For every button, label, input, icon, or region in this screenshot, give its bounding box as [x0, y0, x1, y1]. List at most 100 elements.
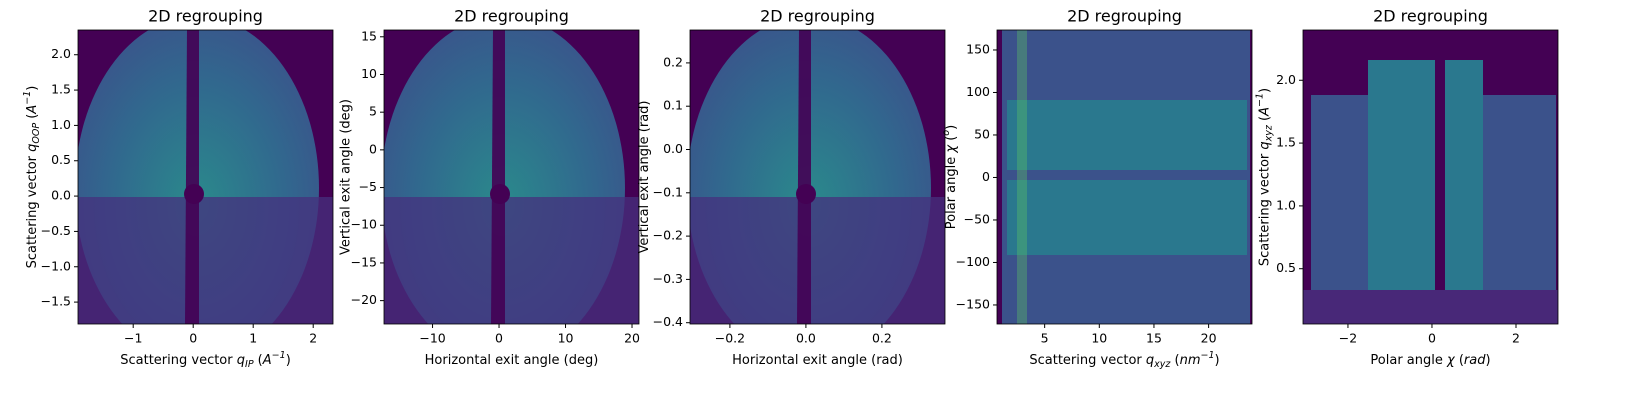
image-region	[490, 184, 510, 204]
label-part: xyz	[1153, 359, 1171, 370]
image-region	[491, 30, 505, 324]
y-tick-label: 0	[982, 169, 990, 184]
label-part: (	[1170, 353, 1179, 368]
label-part: xyz	[1263, 124, 1274, 142]
label-part: )	[1215, 353, 1220, 368]
y-tick-label: −150	[956, 296, 990, 311]
x-tick-label: 5	[1041, 331, 1049, 346]
y-tick-label: 5	[369, 104, 377, 119]
y-tick-label: 1.5	[1276, 135, 1296, 150]
x-axis-label: Horizontal exit angle (rad)	[732, 353, 903, 368]
label-part: rad	[1464, 353, 1486, 368]
y-tick-label: −15	[351, 254, 377, 269]
label-part: (	[25, 114, 40, 123]
label-part: −1	[272, 350, 286, 361]
x-tick-label: −1	[124, 331, 142, 346]
image-region	[78, 197, 333, 324]
x-tick-label: 20	[624, 331, 640, 346]
y-tick-label: −0.4	[653, 314, 683, 329]
label-part: Horizontal exit angle (deg)	[425, 353, 599, 368]
label-part: Horizontal exit angle (rad)	[732, 353, 903, 368]
x-axis-label: Scattering vector qIP (A−1)	[120, 350, 291, 370]
y-tick-label: −100	[956, 254, 990, 269]
image-region	[796, 184, 816, 204]
image-region	[690, 197, 945, 324]
label-part: nm	[1180, 353, 1201, 368]
x-tick-label: 1	[249, 331, 257, 346]
y-tick-label: −20	[351, 292, 377, 307]
label-part: −1	[1254, 93, 1265, 107]
label-part: )	[25, 86, 40, 91]
image-region	[1435, 30, 1445, 324]
x-tick-label: 2	[1512, 331, 1520, 346]
x-tick-label: 10	[558, 331, 574, 346]
image	[690, 30, 945, 324]
y-tick-label: 150	[966, 41, 990, 56]
y-tick-label: 0.0	[51, 188, 71, 203]
label-part: χ	[944, 144, 959, 154]
panel-title: 2D regrouping	[454, 7, 569, 26]
image-region	[1017, 30, 1027, 324]
label-part: (	[1455, 353, 1464, 368]
label-part: Scattering vector	[1029, 353, 1146, 368]
image-region	[797, 30, 811, 324]
label-part: Scattering vector	[25, 152, 40, 269]
label-part: (	[1257, 116, 1272, 125]
label-part: −1	[1201, 350, 1215, 361]
image-region	[185, 30, 199, 324]
label-part: q	[1257, 141, 1272, 149]
image-region	[384, 197, 639, 324]
x-tick-label: 2	[309, 331, 317, 346]
y-tick-label: −50	[964, 211, 990, 226]
label-part: A	[1257, 107, 1272, 117]
image-region	[1368, 60, 1483, 324]
x-tick-label: 10	[1091, 331, 1107, 346]
y-tick-label: −10	[351, 217, 377, 232]
x-tick-label: −2	[1339, 331, 1357, 346]
panel-title: 2D regrouping	[1067, 7, 1182, 26]
label-part: A	[25, 105, 40, 115]
x-axis-label: Scattering vector qxyz (nm−1)	[1029, 350, 1219, 370]
image	[78, 30, 333, 324]
y-axis-label: Vertical exit angle (rad)	[637, 100, 652, 253]
y-tick-label: 1.0	[1276, 197, 1296, 212]
image-region	[1002, 30, 1250, 324]
y-tick-label: −1.5	[41, 294, 71, 309]
label-part: Polar angle	[1370, 353, 1447, 368]
label-part: q	[1146, 353, 1154, 368]
label-part: )	[944, 125, 959, 130]
x-axis-label: Horizontal exit angle (deg)	[425, 353, 599, 368]
label-part: (	[254, 353, 263, 368]
x-tick-label: 0	[495, 331, 503, 346]
y-tick-label: 1.0	[51, 117, 71, 132]
x-tick-label: 0	[1428, 331, 1436, 346]
label-part: OOP	[31, 123, 42, 144]
y-tick-label: 10	[361, 66, 377, 81]
label-part: A	[262, 353, 272, 368]
image	[1303, 30, 1558, 324]
y-tick-label: 0	[369, 141, 377, 156]
y-tick-label: 100	[966, 84, 990, 99]
label-part: q	[237, 353, 245, 368]
x-tick-label: 15	[1146, 331, 1162, 346]
y-tick-label: −0.3	[653, 271, 683, 286]
axes-frame	[77, 29, 334, 325]
y-tick-label: 0.2	[663, 54, 683, 69]
image-region	[184, 184, 204, 204]
x-tick-label: −10	[419, 331, 445, 346]
panel-title: 2D regrouping	[1373, 7, 1488, 26]
image	[384, 30, 639, 324]
label-part: )	[1257, 88, 1272, 93]
label-part: o	[941, 130, 952, 136]
axes-frame	[1302, 29, 1559, 325]
image-region	[1007, 100, 1247, 170]
y-tick-label: −1.0	[41, 258, 71, 273]
label-part: (	[944, 136, 959, 145]
label-part: )	[1486, 353, 1491, 368]
y-tick-label: −0.5	[41, 223, 71, 238]
image	[1002, 30, 1250, 324]
y-axis-label: Polar angle χ (o)	[941, 125, 959, 229]
y-tick-label: 0.5	[1276, 260, 1296, 275]
y-axis-label: Scattering vector qxyz (A−1)	[1254, 88, 1274, 266]
x-tick-label: 0.0	[796, 331, 816, 346]
